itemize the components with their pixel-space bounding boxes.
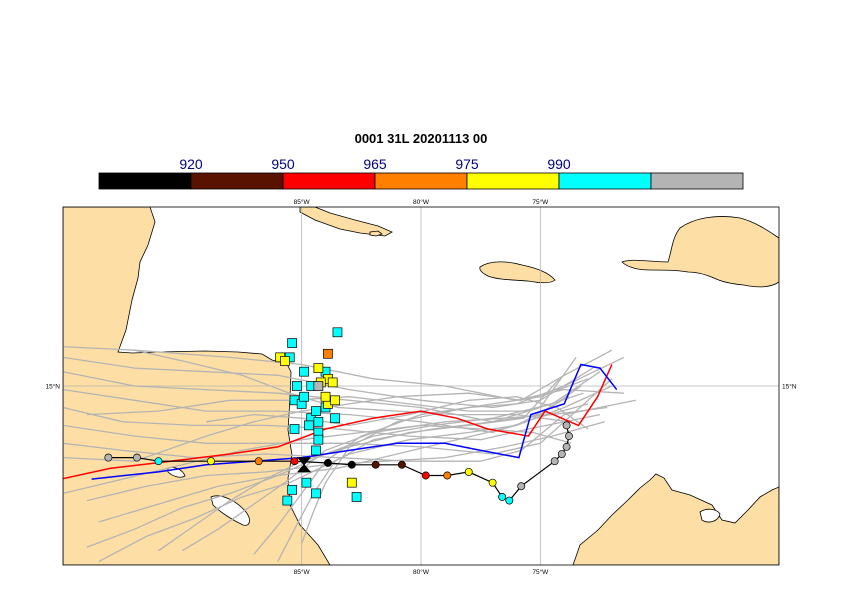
observed-track-point — [517, 482, 526, 491]
cyan-square-marker — [332, 327, 343, 338]
observed-track-point — [488, 478, 497, 487]
observed-track-point — [254, 457, 263, 466]
orange-square-marker — [323, 348, 333, 359]
cyan-square-marker — [313, 416, 324, 427]
colorbar-label: 965 — [363, 156, 387, 172]
observed-track-point — [133, 453, 141, 462]
cyan-square-marker — [311, 406, 321, 416]
cyan-square-marker — [299, 366, 309, 377]
colorbar-segments — [98, 172, 744, 190]
observed-track-point — [154, 457, 163, 466]
ensemble-track — [86, 392, 584, 416]
colorbar-label: 990 — [547, 156, 571, 172]
cyan-square-marker — [282, 495, 293, 506]
yellow-square-marker — [313, 363, 324, 373]
lon-tick-label-bottom: 75°W — [532, 568, 549, 576]
current-position-hourglass — [296, 457, 312, 473]
yellow-square-marker — [330, 395, 340, 406]
cyan-square-marker — [287, 484, 297, 495]
observed-track-point — [565, 432, 573, 441]
blue-forecast-track — [91, 363, 618, 480]
cyan-square-marker — [301, 477, 312, 488]
ensemble-track — [63, 349, 613, 462]
observed-track-point — [443, 471, 452, 480]
observed-track-point — [421, 471, 430, 480]
lon-tick-label-bottom: 80°W — [413, 568, 430, 576]
map-frame — [62, 206, 780, 566]
yellow-square-marker — [280, 356, 290, 366]
observed-track-point — [397, 460, 406, 469]
cyan-square-marker — [287, 338, 297, 348]
colorbar-labels: 920 950 965 975 990 — [179, 156, 571, 172]
observed-track-point — [104, 453, 113, 462]
cyan-square-marker — [313, 434, 324, 445]
land-jamaica — [479, 261, 556, 284]
axis-tick-labels: 85°W 85°W 80°W 80°W 75°W 75°W 15°N 15°N — [45, 198, 796, 576]
current-position-marker — [296, 457, 312, 473]
cyan-square-marker — [303, 420, 314, 431]
observed-track-point — [550, 457, 559, 466]
observed-track-point — [557, 450, 566, 458]
ensemble-track — [63, 378, 613, 455]
observed-track-line — [108, 425, 570, 502]
lon-tick-label-top: 80°W — [413, 198, 430, 206]
ensemble-track — [206, 396, 589, 430]
red-forecast-track — [63, 364, 613, 480]
observed-track-point — [347, 460, 356, 469]
ensemble-track — [63, 357, 577, 423]
land-isla-juventud — [369, 230, 383, 237]
cyan-square-marker — [289, 424, 300, 434]
yellow-square-marker — [346, 477, 357, 488]
ensemble-track — [63, 356, 594, 409]
observed-track-point — [498, 493, 507, 501]
lat-tick-label-left: 15°N — [45, 383, 60, 391]
lake-nicaragua — [210, 495, 250, 526]
cyan-square-marker — [330, 413, 340, 424]
yellow-square-marker — [320, 391, 331, 402]
observed-track-point — [290, 457, 299, 466]
observed-track-point — [464, 467, 473, 476]
land-cuba — [299, 207, 393, 237]
colorbar-label: 950 — [271, 156, 295, 172]
graticule — [63, 207, 779, 565]
cyan-square-marker — [292, 381, 302, 391]
observed-track-point — [371, 460, 380, 469]
colorbar-label: 975 — [455, 156, 479, 172]
gulf-of-venezuela — [699, 508, 721, 523]
lon-tick-label-top: 75°W — [532, 198, 549, 206]
ensemble-track — [98, 385, 613, 523]
observed-track-point — [207, 457, 215, 466]
lat-tick-label-right: 15°N — [782, 383, 797, 391]
colorbar-label: 920 — [179, 156, 203, 172]
cyan-square-marker — [299, 391, 309, 402]
land-south-america — [572, 473, 779, 565]
chart-title: 0001 31L 20201113 00 — [354, 131, 488, 146]
observed-track-point — [562, 442, 571, 451]
yellow-square-marker — [327, 377, 338, 388]
ensemble-track — [86, 421, 605, 502]
observed-track-point — [323, 459, 332, 467]
genesis-markers — [275, 327, 362, 506]
cyan-square-marker — [311, 445, 321, 456]
cyan-square-marker — [351, 492, 362, 502]
pressure-colorbar: 920 950 965 975 990 — [98, 156, 744, 190]
land-hispaniola — [621, 216, 779, 288]
ensemble-track — [134, 349, 570, 423]
cyan-square-marker — [311, 488, 321, 499]
lon-tick-label-top: 85°W — [294, 198, 311, 206]
observed-track-point — [562, 421, 571, 430]
observed-track-points — [104, 421, 573, 505]
lon-tick-label-bottom: 85°W — [294, 568, 311, 576]
gray-square-marker — [313, 381, 324, 391]
observed-track-point — [505, 496, 514, 505]
colorbar-segment — [650, 172, 744, 190]
